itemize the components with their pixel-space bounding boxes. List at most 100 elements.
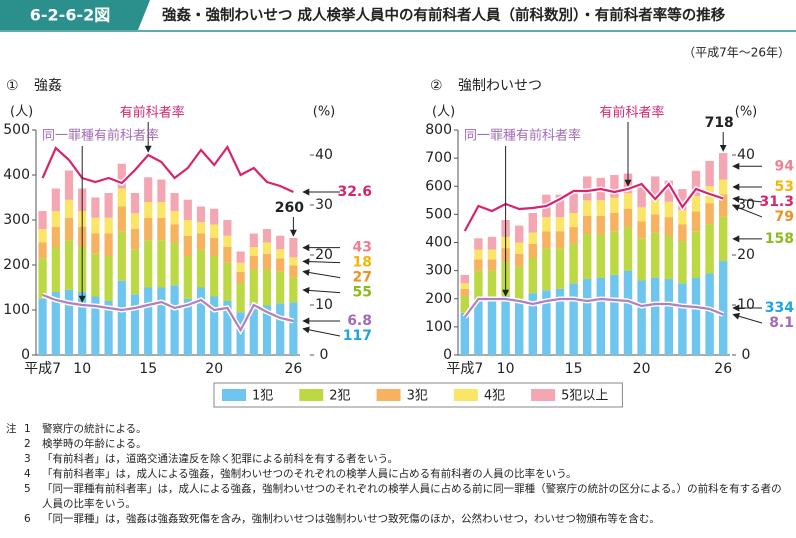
bar-segment bbox=[170, 285, 179, 355]
header-badge bbox=[0, 0, 150, 30]
figure-title: 強姦・強制わいせつ 成人検挙人員中の有前科者人員（前科数別）・有前科者率等の推移 bbox=[162, 6, 726, 24]
bar-segment bbox=[623, 193, 633, 209]
bar-segment bbox=[623, 270, 633, 355]
bar-segment bbox=[144, 287, 153, 355]
bar-segment bbox=[487, 236, 497, 250]
bar-segment bbox=[276, 303, 285, 355]
line-annotation: 同一罪種有前科者率 bbox=[464, 128, 581, 144]
bar-segment bbox=[236, 271, 245, 283]
y-tick-label: 200 bbox=[425, 291, 452, 307]
bar-segment bbox=[610, 231, 619, 275]
legend-frame bbox=[213, 382, 623, 408]
bar-segment bbox=[262, 229, 272, 243]
bar-segment bbox=[104, 217, 113, 234]
value-label: 8.1 bbox=[769, 315, 794, 331]
note-number: 3 bbox=[24, 453, 31, 465]
bar-segment bbox=[474, 259, 483, 271]
bar-segment bbox=[678, 210, 687, 225]
bar-segment bbox=[678, 189, 687, 211]
x-tick-label: 平成7 bbox=[446, 361, 483, 377]
note-number: 6 bbox=[24, 513, 31, 525]
y-tick-label: 300 bbox=[3, 212, 30, 228]
bar-segment bbox=[157, 179, 166, 202]
bar-segment bbox=[650, 232, 660, 278]
bar-segment bbox=[38, 258, 47, 299]
bar-segment bbox=[91, 217, 100, 234]
bar-segment bbox=[596, 200, 606, 216]
bar-segment bbox=[650, 198, 660, 215]
bar-segment bbox=[236, 283, 245, 313]
bar-segment bbox=[210, 208, 219, 225]
bar-segment bbox=[705, 224, 714, 274]
bar-segment bbox=[144, 177, 153, 202]
bar-segment bbox=[210, 256, 219, 297]
bar-segment bbox=[501, 295, 510, 355]
bar-segment bbox=[460, 274, 470, 284]
value-label: 117 bbox=[343, 328, 372, 344]
bar-segment bbox=[582, 176, 592, 201]
value-label: 79 bbox=[775, 209, 794, 225]
line-annotation: 有前科者率 bbox=[599, 105, 664, 121]
value-label: 158 bbox=[765, 231, 794, 247]
bar-segment bbox=[487, 300, 497, 355]
bar-segment bbox=[117, 231, 126, 281]
bar-segment bbox=[569, 212, 578, 228]
bar-segment bbox=[610, 197, 619, 213]
x-tick-label: 26 bbox=[714, 361, 732, 377]
bar-segment bbox=[64, 170, 74, 200]
x-tick-label: 15 bbox=[139, 361, 157, 377]
legend-label: 3犯 bbox=[407, 389, 428, 404]
bar-segment bbox=[460, 283, 470, 289]
note: 注 1 警察庁の統計による。 bbox=[6, 422, 792, 437]
bar-segment bbox=[542, 231, 551, 249]
bar-segment bbox=[514, 266, 524, 299]
bar-segment bbox=[196, 249, 206, 288]
legend-label: 2犯 bbox=[329, 389, 350, 404]
bar-segment bbox=[38, 211, 47, 229]
y-tick-label: 700 bbox=[425, 150, 452, 166]
bar-segment bbox=[210, 238, 219, 256]
label-leader bbox=[302, 286, 341, 294]
bar-segment bbox=[249, 303, 258, 355]
bar-segment bbox=[596, 234, 606, 278]
note-text: 警察庁の統計による。 bbox=[42, 423, 147, 435]
note-lead bbox=[6, 512, 24, 527]
value-label: 53 bbox=[775, 179, 794, 195]
bar-segment bbox=[104, 233, 113, 256]
y-tick-label: 100 bbox=[425, 319, 452, 335]
bar-segment bbox=[637, 280, 646, 355]
bar-segment bbox=[64, 289, 74, 355]
bar-segment bbox=[664, 279, 674, 355]
bar-segment bbox=[678, 224, 687, 242]
panel-title: 強姦 bbox=[34, 78, 62, 94]
bar-segment bbox=[64, 199, 74, 218]
bar-segment bbox=[157, 202, 166, 218]
label-leader bbox=[302, 258, 341, 266]
bar-segment bbox=[474, 298, 483, 355]
bar-segment bbox=[528, 243, 538, 258]
bar-segment bbox=[223, 235, 232, 247]
bar-segment bbox=[474, 238, 483, 250]
note-text: 「同一罪種有前科者率」は，成人による強姦，強制わいせつのそれぞれの検挙人員に占め… bbox=[42, 483, 782, 510]
line bbox=[41, 144, 294, 194]
bar-segment bbox=[104, 193, 113, 218]
label-leader bbox=[732, 312, 763, 324]
bar-segment bbox=[514, 242, 524, 254]
panel-title: 強制わいせつ bbox=[458, 78, 542, 94]
bar-segment bbox=[637, 186, 646, 208]
bar-segment bbox=[157, 287, 166, 355]
bar-segment bbox=[38, 242, 47, 259]
legend-swatch bbox=[453, 389, 478, 401]
bar-segment bbox=[623, 227, 633, 271]
bar-segment bbox=[38, 298, 47, 355]
bar-segment bbox=[249, 256, 258, 270]
y2-tick-label: 20 bbox=[315, 247, 333, 263]
y-tick-label: 400 bbox=[425, 235, 452, 251]
note-lead: 注 bbox=[6, 423, 17, 435]
note-lead bbox=[6, 467, 24, 482]
bar-segment bbox=[637, 221, 646, 239]
y-tick-label: 100 bbox=[3, 302, 30, 318]
bar-segment bbox=[236, 262, 245, 272]
note-text: 「有前科者」は，道路交通法違反を除く犯罪による前科を有する者をいう。 bbox=[42, 453, 399, 465]
bar-segment bbox=[718, 179, 728, 195]
